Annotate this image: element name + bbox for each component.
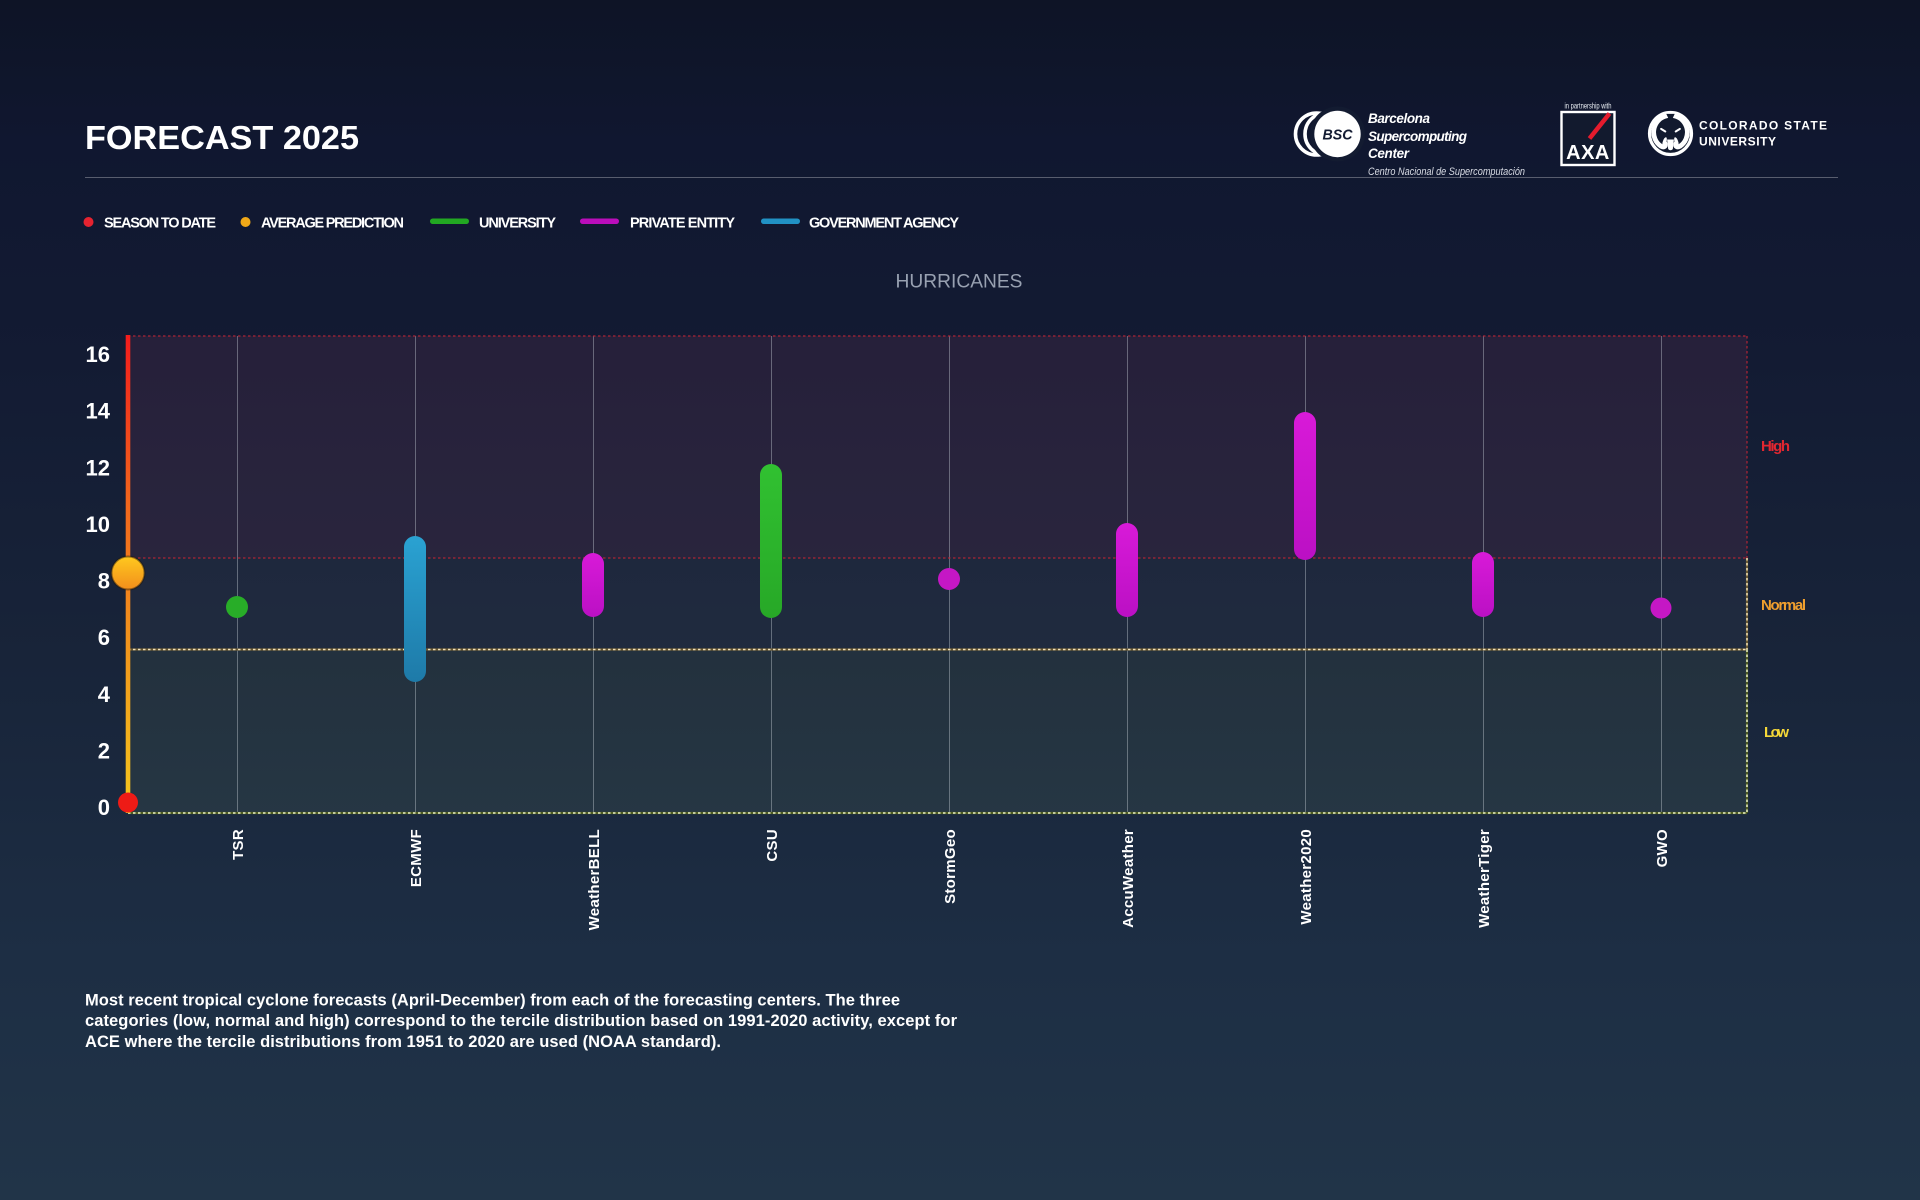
- svg-text:in partnership with: in partnership with: [1565, 101, 1612, 111]
- svg-text:AXA: AXA: [1566, 142, 1610, 164]
- svg-text:6: 6: [98, 625, 110, 650]
- svg-text:Centro Nacional de Supercomput: Centro Nacional de Supercomputación: [1368, 166, 1525, 178]
- svg-text:ACE where the tercile distribu: ACE where the tercile distributions from…: [85, 1033, 721, 1051]
- svg-text:COLORADO STATE: COLORADO STATE: [1699, 119, 1827, 133]
- svg-text:WeatherBELL: WeatherBELL: [586, 829, 603, 930]
- svg-text:High: High: [1761, 438, 1790, 455]
- svg-text:Low: Low: [1764, 724, 1789, 741]
- svg-text:Weather2020: Weather2020: [1298, 829, 1315, 925]
- svg-text:CSU: CSU: [764, 829, 781, 862]
- svg-text:AccuWeather: AccuWeather: [1120, 829, 1137, 928]
- svg-text:10: 10: [86, 512, 110, 537]
- svg-text:PRIVATE ENTITY: PRIVATE ENTITY: [630, 216, 735, 232]
- svg-text:StormGeo: StormGeo: [942, 829, 959, 904]
- svg-text:2: 2: [98, 739, 110, 764]
- svg-text:TSR: TSR: [230, 829, 247, 860]
- svg-text:FORECAST 2025: FORECAST 2025: [85, 119, 359, 156]
- svg-text:14: 14: [86, 399, 111, 424]
- svg-text:0: 0: [98, 795, 110, 820]
- svg-text:Center: Center: [1368, 146, 1410, 161]
- svg-text:Barcelona: Barcelona: [1368, 111, 1430, 126]
- svg-text:8: 8: [98, 569, 110, 594]
- svg-text:16: 16: [86, 342, 110, 367]
- svg-text:categories (low, normal and hi: categories (low, normal and high) corres…: [85, 1012, 958, 1030]
- svg-text:Most recent tropical cyclone f: Most recent tropical cyclone forecasts (…: [85, 992, 900, 1010]
- svg-text:AVERAGE PREDICTION: AVERAGE PREDICTION: [261, 216, 404, 232]
- svg-text:4: 4: [98, 682, 111, 707]
- svg-text:12: 12: [86, 455, 110, 480]
- svg-text:WeatherTiger: WeatherTiger: [1476, 829, 1493, 928]
- svg-text:Supercomputing: Supercomputing: [1368, 129, 1468, 144]
- svg-text:UNIVERSITY: UNIVERSITY: [479, 216, 556, 232]
- svg-text:GWO: GWO: [1654, 829, 1671, 867]
- svg-text:ECMWF: ECMWF: [408, 829, 425, 887]
- svg-text:GOVERNMENT AGENCY: GOVERNMENT AGENCY: [809, 216, 959, 232]
- svg-text:UNIVERSITY: UNIVERSITY: [1699, 135, 1776, 149]
- svg-text:BSC: BSC: [1323, 127, 1354, 144]
- svg-text:Normal: Normal: [1761, 597, 1806, 614]
- svg-text:HURRICANES: HURRICANES: [896, 271, 1023, 293]
- svg-text:SEASON TO DATE: SEASON TO DATE: [104, 216, 216, 232]
